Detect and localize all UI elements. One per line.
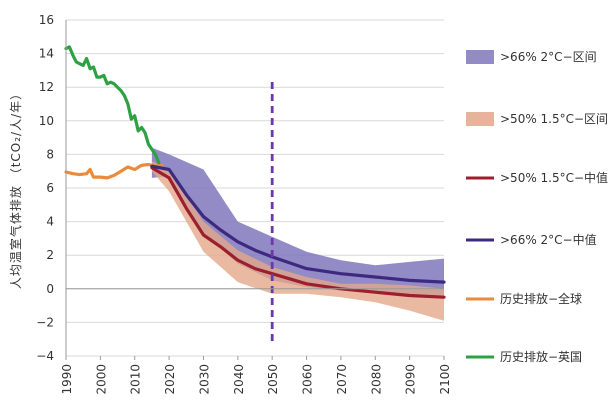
gridlines [66,19,444,357]
y-tick-label: 8 [46,147,54,161]
y-tick-label: 4 [46,215,54,229]
x-tick-label: 2080 [369,364,383,395]
x-tick-label: 2020 [163,364,177,395]
legend-label: >66% 2°C−区间 [500,50,597,64]
legend-label: >50% 1.5°C−区间 [500,112,608,126]
y-tick-label: 2 [46,248,54,262]
x-tick-label: 2010 [129,364,143,395]
y-tick-label: 6 [46,181,54,195]
y-tick-label: 16 [39,13,54,27]
y-tick-label: 12 [39,80,54,94]
axes [65,20,445,360]
x-tick-label: 2070 [335,364,349,395]
x-tick-label: 2040 [232,364,246,395]
legend-label: 历史排放−全球 [500,291,582,306]
x-tick-label: 2030 [197,364,211,395]
legend-swatch [466,50,494,64]
y-tick-label: 10 [39,114,54,128]
tick-labels: 16 14 12 10 8 6 4 2 0 −2 −4 1990 2000 2010 2020 2030 204… [36,13,452,395]
x-tick-label: 2060 [301,364,315,395]
y-tick-label: 14 [39,47,54,61]
y-axis-label: 人均温室气体排放 （tCO₂/人/年） [8,87,23,289]
legend-label: >66% 2°C−中值 [500,232,597,247]
x-tick-label: 2000 [94,364,108,395]
series-line [150,164,446,284]
legend: >66% 2°C−区间 >50% 1.5°C−区间 >50% 1.5°C−中值 >66… [466,50,608,364]
series-line [150,166,446,299]
legend-label: >50% 1.5°C−中值 [500,170,608,185]
x-tick-label: 1990 [60,364,74,395]
legend-swatch [466,112,494,126]
y-tick-label: −4 [36,349,54,363]
x-tick-label: 2100 [438,364,452,395]
y-tick-label: −2 [36,315,54,329]
y-tick-label: 0 [46,282,54,296]
x-tick-label: 2090 [404,364,418,395]
series-lines [64,45,446,344]
legend-label: 历史排放−英国 [500,349,582,364]
x-tick-label: 2050 [266,364,280,395]
series-line [64,45,161,165]
series-line [64,162,164,180]
